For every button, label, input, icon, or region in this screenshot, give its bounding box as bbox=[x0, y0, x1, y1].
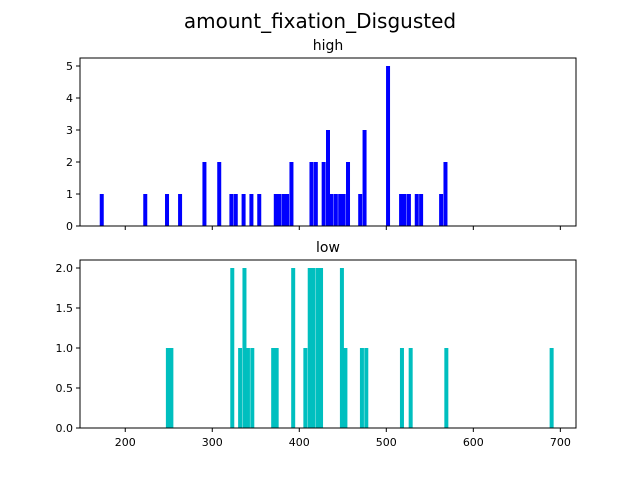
y-tick-label: 0 bbox=[66, 220, 73, 233]
histogram-bar bbox=[339, 268, 344, 428]
histogram-bar bbox=[250, 348, 255, 428]
histogram-bar bbox=[143, 194, 148, 226]
x-tick-label: 300 bbox=[202, 436, 223, 449]
histogram-bar bbox=[99, 194, 104, 226]
histogram-bar bbox=[169, 348, 174, 428]
histogram-bar bbox=[313, 162, 318, 226]
histogram-bar bbox=[399, 348, 404, 428]
histogram-bar bbox=[402, 194, 407, 226]
axes-frame bbox=[79, 259, 577, 429]
histogram-bar bbox=[343, 348, 348, 428]
histogram-bar bbox=[217, 162, 222, 226]
histogram-bar bbox=[233, 194, 238, 226]
histogram-bar bbox=[245, 348, 250, 428]
histogram-bar bbox=[249, 194, 254, 226]
histogram-bar bbox=[326, 130, 330, 226]
histogram-bar bbox=[444, 348, 449, 428]
histogram-bar bbox=[406, 194, 411, 226]
axes-high: high 0 1 2 3 4 5 bbox=[66, 38, 577, 233]
histogram-bar bbox=[307, 268, 312, 428]
x-tick-label: 400 bbox=[289, 436, 310, 449]
histogram-bar bbox=[319, 268, 324, 428]
histogram-bar bbox=[238, 348, 243, 428]
histogram-bar bbox=[165, 348, 170, 428]
histogram-bar bbox=[329, 194, 334, 226]
histogram-bar bbox=[362, 130, 367, 226]
histogram-bar bbox=[230, 268, 235, 428]
histogram-bar bbox=[443, 162, 448, 226]
histogram-bar bbox=[271, 348, 276, 428]
y-tick-label: 2.0 bbox=[56, 262, 74, 275]
x-tick-label: 700 bbox=[550, 436, 571, 449]
x-tick-label: 200 bbox=[115, 436, 136, 449]
histogram-bar bbox=[291, 268, 296, 428]
histogram-bar bbox=[358, 194, 363, 226]
histogram-bar bbox=[408, 348, 413, 428]
y-tick-label: 4 bbox=[66, 92, 73, 105]
histogram-bar bbox=[439, 194, 444, 226]
histogram-bar bbox=[399, 194, 404, 226]
y-tick-label: 1 bbox=[66, 188, 73, 201]
histogram-bar bbox=[338, 194, 343, 226]
histogram-bar bbox=[277, 194, 282, 226]
histogram-bar bbox=[315, 268, 320, 428]
histogram-bar bbox=[241, 194, 246, 226]
histogram-bar bbox=[311, 268, 316, 428]
histogram-bar bbox=[321, 162, 326, 226]
y-tick-label: 2 bbox=[66, 156, 73, 169]
y-tick-label: 0.0 bbox=[56, 422, 74, 435]
y-tick-label: 3 bbox=[66, 124, 73, 137]
subplot-title: high bbox=[313, 38, 344, 54]
histogram-bar bbox=[364, 348, 369, 428]
histogram-bar bbox=[165, 194, 170, 226]
histogram-bar bbox=[273, 194, 278, 226]
histogram-bar bbox=[309, 162, 314, 226]
histogram-bar bbox=[549, 348, 554, 428]
y-tick-label: 5 bbox=[66, 60, 73, 73]
histogram-bar bbox=[333, 194, 338, 226]
y-tick-label: 1.5 bbox=[56, 302, 74, 315]
histogram-bar bbox=[178, 194, 183, 226]
histogram-bar bbox=[281, 194, 286, 226]
histogram-bar bbox=[419, 194, 424, 226]
histogram-bar bbox=[242, 268, 247, 428]
subplot-title: low bbox=[316, 240, 340, 256]
histogram-bar bbox=[359, 348, 364, 428]
histogram-bar bbox=[346, 162, 351, 226]
histogram-bar bbox=[414, 194, 419, 226]
histogram-bar bbox=[257, 194, 262, 226]
y-tick-label: 0.5 bbox=[56, 382, 74, 395]
y-tick-label: 1.0 bbox=[56, 342, 74, 355]
histogram-bar bbox=[274, 348, 279, 428]
histogram-bar bbox=[303, 348, 308, 428]
x-tick-label: 500 bbox=[376, 436, 397, 449]
axes-frame bbox=[79, 57, 577, 227]
figure-suptitle: amount_fixation_Disgusted bbox=[184, 9, 456, 33]
x-tick-label: 600 bbox=[463, 436, 484, 449]
histogram-bar bbox=[341, 194, 346, 226]
axes-low: low 0.0 0.5 1.0 1.5 2.0 200 300 400 500 600 700 bbox=[56, 240, 577, 449]
histogram-bar bbox=[386, 66, 391, 226]
histogram-bar bbox=[289, 162, 294, 226]
histogram-bar bbox=[229, 194, 234, 226]
histogram-bar bbox=[285, 194, 290, 226]
histogram-bar bbox=[202, 162, 207, 226]
